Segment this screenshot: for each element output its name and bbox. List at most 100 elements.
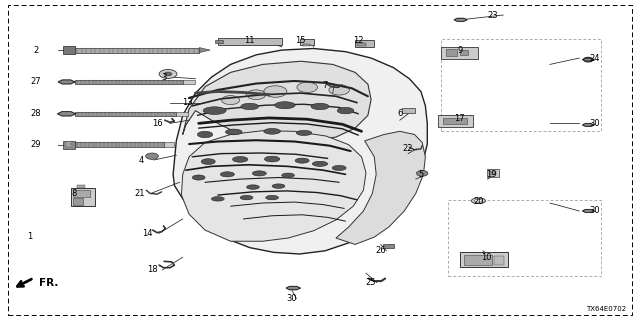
Ellipse shape [252,171,266,176]
Bar [77,186,85,188]
Text: 21: 21 [134,189,145,198]
Polygon shape [336,131,426,244]
Text: 24: 24 [589,53,600,62]
Polygon shape [454,18,467,21]
Circle shape [246,90,266,100]
Ellipse shape [272,184,285,188]
Bar [75,48,199,52]
Bar [218,38,282,45]
Bar [176,112,188,116]
Text: 23: 23 [487,11,498,20]
Ellipse shape [197,131,212,138]
Text: FR.: FR. [39,278,58,288]
Ellipse shape [296,130,312,135]
Text: 27: 27 [31,77,41,86]
Circle shape [264,86,287,97]
Ellipse shape [275,102,295,109]
Ellipse shape [264,156,280,162]
Ellipse shape [220,172,234,177]
Circle shape [297,82,317,92]
Ellipse shape [232,156,248,162]
Polygon shape [181,131,366,241]
Text: 20: 20 [473,197,484,206]
Polygon shape [199,48,210,52]
Bar [461,50,468,55]
Bar [355,40,374,47]
Polygon shape [58,80,75,84]
Text: TX64E0702: TX64E0702 [586,306,627,312]
Bar [71,188,95,206]
Text: 17: 17 [454,114,465,123]
Ellipse shape [192,175,205,180]
Ellipse shape [332,165,346,171]
Circle shape [164,72,172,76]
Text: 6: 6 [397,109,403,118]
Bar [438,116,473,126]
Bar [383,244,394,248]
Bar [73,190,90,197]
Polygon shape [286,286,300,290]
Text: 15: 15 [296,36,306,45]
Text: 8: 8 [72,189,77,198]
Text: 19: 19 [486,170,497,179]
Circle shape [146,153,159,159]
Text: 14: 14 [142,229,153,238]
Bar [300,39,314,45]
Ellipse shape [211,197,224,201]
Text: 2: 2 [33,45,38,55]
Bar [75,142,164,147]
Bar [164,142,174,147]
Circle shape [584,57,593,62]
Ellipse shape [246,185,259,189]
Bar [215,40,223,43]
Ellipse shape [241,103,259,110]
Ellipse shape [295,158,309,163]
Ellipse shape [282,173,294,178]
Circle shape [329,85,349,95]
Ellipse shape [474,199,482,202]
Text: 22: 22 [403,144,413,153]
Text: 3: 3 [161,73,166,82]
Polygon shape [582,210,594,212]
Text: 30: 30 [589,206,600,215]
Bar [493,256,504,265]
Text: 9: 9 [458,45,463,55]
Ellipse shape [201,159,215,164]
Bar [402,108,415,113]
Text: 11: 11 [244,36,255,45]
Ellipse shape [471,198,485,204]
Bar [464,255,492,265]
Bar [443,118,467,124]
Bar [487,169,499,177]
Ellipse shape [266,196,278,200]
Polygon shape [182,61,371,141]
Text: 10: 10 [481,253,492,262]
Text: 18: 18 [147,265,158,275]
Circle shape [221,96,239,105]
Bar [461,252,508,267]
Bar [76,112,176,116]
Text: 28: 28 [31,109,41,118]
Bar [489,171,495,175]
Polygon shape [582,58,594,61]
Text: 1: 1 [27,232,32,241]
Polygon shape [582,124,594,126]
Ellipse shape [337,108,354,114]
Text: 5: 5 [419,170,424,179]
Text: C: C [67,142,71,147]
Ellipse shape [225,129,242,135]
Bar [73,197,83,204]
Ellipse shape [203,107,226,115]
Text: 25: 25 [366,278,376,287]
Text: 12: 12 [353,36,364,45]
Polygon shape [58,112,76,116]
Bar [75,80,183,84]
Bar [446,50,458,56]
Ellipse shape [264,128,280,134]
Bar [63,46,75,54]
Text: 29: 29 [31,140,41,149]
Bar [442,47,478,59]
Bar [357,43,366,46]
Text: 26: 26 [375,246,386,255]
Text: 4: 4 [139,156,144,164]
